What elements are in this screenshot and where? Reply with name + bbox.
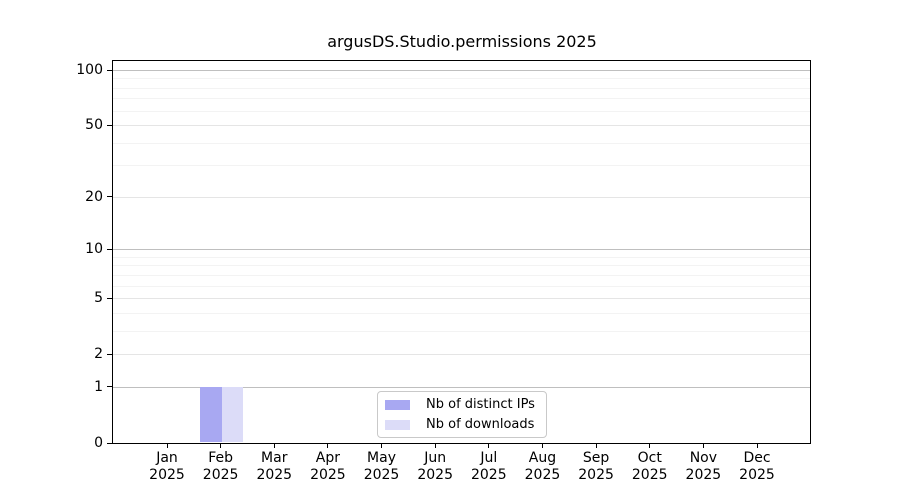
y-gridline-minor	[113, 98, 810, 100]
legend-item-label: Nb of distinct IPs	[426, 397, 535, 412]
y-gridline-major	[113, 70, 810, 71]
x-tick-label: May 2025	[350, 450, 414, 484]
y-gridline	[113, 298, 810, 300]
y-gridline-minor	[113, 165, 810, 167]
x-tick-month: Nov	[689, 450, 718, 466]
chart-title: argusDS.Studio.permissions 2025	[327, 32, 597, 51]
x-tick	[434, 443, 436, 448]
x-tick	[327, 443, 329, 448]
x-tick	[220, 443, 222, 448]
x-tick	[541, 443, 543, 448]
x-tick-label: Nov 2025	[671, 450, 735, 484]
x-tick	[702, 443, 704, 448]
y-tick-label: 0	[94, 435, 103, 451]
x-tick-year: 2025	[363, 467, 400, 483]
x-tick-label: Mar 2025	[242, 450, 306, 484]
legend: Nb of distinct IPs Nb of downloads	[377, 391, 547, 438]
x-tick-month: May	[367, 450, 396, 466]
y-gridline-minor	[113, 110, 810, 112]
x-tick-label: Oct 2025	[618, 450, 682, 484]
x-tick-month: Sep	[582, 450, 610, 466]
y-gridline-minor	[113, 256, 810, 258]
y-gridline-major	[113, 386, 810, 388]
x-tick-month: Aug	[528, 450, 557, 466]
y-gridline-minor	[113, 142, 810, 144]
y-tick	[107, 124, 113, 126]
x-tick-year: 2025	[202, 467, 239, 483]
x-tick	[381, 443, 383, 448]
y-gridline	[113, 354, 810, 356]
legend-swatch	[385, 399, 410, 410]
x-tick-label: Feb 2025	[189, 450, 253, 484]
x-tick-month: Jul	[480, 450, 498, 466]
x-tick	[488, 443, 490, 448]
y-tick	[107, 248, 113, 250]
x-tick	[649, 443, 651, 448]
y-gridline	[113, 125, 810, 127]
x-tick-label: Sep 2025	[564, 450, 628, 484]
legend-item-label: Nb of downloads	[426, 417, 535, 432]
x-tick	[595, 443, 597, 448]
y-tick-label: 50	[85, 117, 103, 134]
x-tick-year: 2025	[417, 467, 453, 483]
x-tick-year: 2025	[470, 467, 507, 483]
x-tick-label: Jan 2025	[135, 450, 199, 484]
y-gridline-minor	[113, 285, 810, 287]
x-tick	[756, 443, 758, 448]
x-tick-label: Aug 2025	[510, 450, 574, 484]
y-tick	[107, 353, 113, 355]
y-tick	[107, 69, 113, 71]
y-gridline-major	[113, 249, 810, 251]
x-tick-year: 2025	[310, 467, 346, 483]
x-tick-year: 2025	[631, 467, 668, 483]
y-tick-label: 20	[85, 188, 103, 205]
x-tick-label: Apr 2025	[296, 450, 360, 484]
x-tick-year: 2025	[685, 467, 722, 483]
x-tick-year: 2025	[739, 467, 775, 483]
x-tick-year: 2025	[578, 467, 614, 483]
y-gridline-minor	[113, 87, 810, 89]
legend-swatch	[385, 419, 410, 430]
x-tick-month: Apr	[315, 450, 341, 466]
x-tick-year: 2025	[149, 467, 185, 483]
x-tick-month: Jan	[156, 450, 178, 466]
y-tick-label: 10	[85, 241, 103, 258]
y-gridline-minor	[113, 265, 810, 267]
x-tick-month: Dec	[743, 450, 771, 466]
x-tick-label: Jun 2025	[403, 450, 467, 484]
x-tick-label: Dec 2025	[725, 450, 789, 484]
x-tick-year: 2025	[524, 467, 561, 483]
y-gridline-minor	[113, 312, 810, 314]
y-tick	[107, 386, 113, 388]
y-gridline-minor	[113, 78, 810, 80]
x-tick-month: Oct	[637, 450, 662, 466]
plot-area	[112, 60, 811, 444]
y-tick-label: 5	[94, 290, 103, 307]
y-gridline-minor	[113, 274, 810, 276]
y-tick-label: 2	[94, 346, 103, 363]
y-gridline	[113, 196, 810, 198]
legend-item: Nb of downloads	[385, 417, 546, 432]
legend-item: Nb of distinct IPs	[385, 397, 546, 412]
x-tick-year: 2025	[256, 467, 293, 483]
x-tick-label: Jul 2025	[457, 450, 521, 484]
y-tick-label: 1	[94, 378, 103, 395]
y-tick	[107, 297, 113, 299]
x-tick	[273, 443, 275, 448]
y-tick	[107, 442, 113, 444]
x-tick-month: Mar	[261, 450, 288, 466]
bar-nb-of-downloads-feb	[221, 386, 244, 442]
y-gridline-minor	[113, 330, 810, 332]
y-tick	[107, 196, 113, 198]
bar-nb-of-distinct-ips-feb	[200, 386, 222, 442]
x-tick-month: Jun	[424, 450, 447, 466]
x-tick-month: Feb	[208, 450, 234, 466]
y-tick-label: 100	[76, 62, 103, 78]
x-tick	[166, 443, 168, 448]
